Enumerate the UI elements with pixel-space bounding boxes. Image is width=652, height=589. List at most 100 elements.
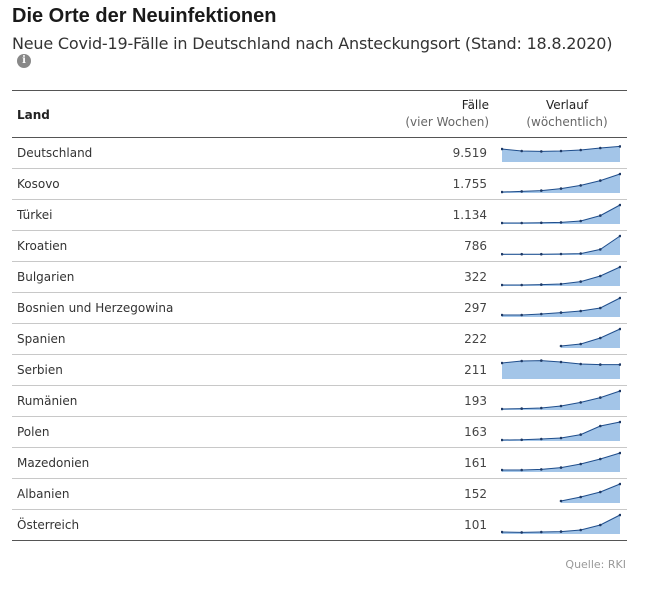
trend-sparkline xyxy=(501,359,621,379)
sparkline-point xyxy=(618,172,621,176)
sparkline-point xyxy=(559,221,563,224)
sparkline-point xyxy=(520,190,523,193)
sparkline-point xyxy=(599,490,602,494)
sparkline-point xyxy=(579,252,582,255)
case-count: 1.134 xyxy=(452,208,487,222)
sparkline-point xyxy=(579,433,582,436)
data-table: Land Fälle (vier Wochen) Verlauf (wöchen… xyxy=(12,90,627,541)
case-count: 1.755 xyxy=(452,177,487,191)
chart-title: Die Orte der Neuinfektionen xyxy=(12,5,277,27)
sparkline-point xyxy=(559,149,563,153)
sparkline-point xyxy=(599,424,602,428)
table-body: Deutschland 9.519 Kosovo 1.755 Türkei 1.134 Kr… xyxy=(12,138,627,541)
sparkline-point xyxy=(540,468,543,471)
sparkline-point xyxy=(501,530,504,534)
sparkline-point xyxy=(579,462,582,466)
case-count: 222 xyxy=(464,332,487,346)
sparkline-point xyxy=(559,530,563,533)
sparkline-area xyxy=(502,267,620,286)
trend-sparkline xyxy=(501,389,621,411)
sparkline-area xyxy=(561,329,620,348)
sparkline-point xyxy=(599,146,602,150)
country-name: Bosnien und Herzegowina xyxy=(17,301,174,315)
trend-sparkline xyxy=(501,172,621,194)
sparkline-point xyxy=(599,179,602,182)
country-name: Rumänien xyxy=(17,394,78,408)
sparkline-point xyxy=(559,311,563,314)
sparkline-point xyxy=(618,420,621,424)
sparkline-point xyxy=(501,361,504,365)
sparkline-point xyxy=(599,396,602,399)
sparkline-point xyxy=(559,404,563,408)
sparkline-point xyxy=(501,468,504,472)
country-name: Polen xyxy=(17,425,50,439)
table-row: Spanien 222 xyxy=(12,324,627,355)
country-name: Bulgarien xyxy=(17,270,75,284)
column-header-verlauf: Verlauf (wöchentlich) xyxy=(512,97,622,131)
case-count: 786 xyxy=(464,239,487,253)
case-count: 161 xyxy=(464,456,487,470)
sparkline-point xyxy=(540,530,543,534)
source-note: Quelle: RKI xyxy=(565,558,626,571)
trend-sparkline xyxy=(501,420,621,442)
sparkline-point xyxy=(501,252,504,256)
sparkline-point xyxy=(520,221,523,225)
sparkline-point xyxy=(501,147,504,151)
column-header-faelle-sublabel: (vier Wochen) xyxy=(405,115,489,129)
sparkline-point xyxy=(618,513,621,517)
sparkline-point xyxy=(579,362,582,366)
sparkline-point xyxy=(540,189,543,192)
sparkline-area xyxy=(502,298,620,317)
sparkline-point xyxy=(579,495,582,499)
trend-sparkline xyxy=(501,513,621,534)
sparkline-point xyxy=(579,148,582,152)
sparkline-point xyxy=(579,309,582,313)
trend-sparkline xyxy=(559,482,621,503)
table-row: Albanien 152 xyxy=(12,479,627,510)
case-count: 163 xyxy=(464,425,487,439)
sparkline-area xyxy=(502,205,620,224)
sparkline-point xyxy=(520,283,523,287)
sparkline-point xyxy=(520,438,523,442)
sparkline-area xyxy=(502,236,620,255)
case-count: 9.519 xyxy=(452,146,487,160)
column-header-land[interactable]: Land xyxy=(17,108,50,122)
sparkline-point xyxy=(501,438,504,442)
sparkline-point xyxy=(618,327,621,331)
sparkline-point xyxy=(599,214,602,217)
sparkline-point xyxy=(520,359,523,363)
trend-sparkline xyxy=(501,451,621,472)
sparkline-point xyxy=(559,344,563,348)
table-row: Polen 163 xyxy=(12,417,627,448)
sparkline-area xyxy=(502,515,620,534)
sparkline-point xyxy=(579,528,582,532)
country-name: Albanien xyxy=(17,487,70,501)
sparkline-point xyxy=(579,280,582,283)
chart-subtitle: Neue Covid-19-Fälle in Deutschland nach … xyxy=(12,34,613,53)
sparkline-area xyxy=(502,174,620,193)
sparkline-point xyxy=(618,296,621,300)
sparkline-line xyxy=(560,483,621,502)
sparkline-point xyxy=(599,523,602,527)
sparkline-point xyxy=(540,283,543,286)
table-row: Kroatien 786 xyxy=(12,231,627,262)
sparkline-point xyxy=(501,283,504,287)
sparkline-point xyxy=(501,190,504,194)
trend-sparkline xyxy=(501,265,621,287)
country-name: Serbien xyxy=(17,363,63,377)
sparkline-point xyxy=(501,313,504,317)
sparkline-point xyxy=(559,252,563,256)
case-count: 322 xyxy=(464,270,487,284)
sparkline-point xyxy=(599,306,602,310)
column-header-verlauf-sublabel: (wöchentlich) xyxy=(526,115,608,129)
info-icon[interactable]: i xyxy=(17,54,31,68)
sparkline-point xyxy=(579,184,582,187)
trend-sparkline xyxy=(501,296,621,317)
sparkline-point xyxy=(540,312,543,316)
country-name: Kroatien xyxy=(17,239,68,253)
trend-sparkline xyxy=(501,145,621,162)
case-count: 193 xyxy=(464,394,487,408)
case-count: 211 xyxy=(464,363,487,377)
column-header-faelle[interactable]: Fälle (vier Wochen) xyxy=(399,97,489,131)
sparkline-point xyxy=(540,221,543,225)
